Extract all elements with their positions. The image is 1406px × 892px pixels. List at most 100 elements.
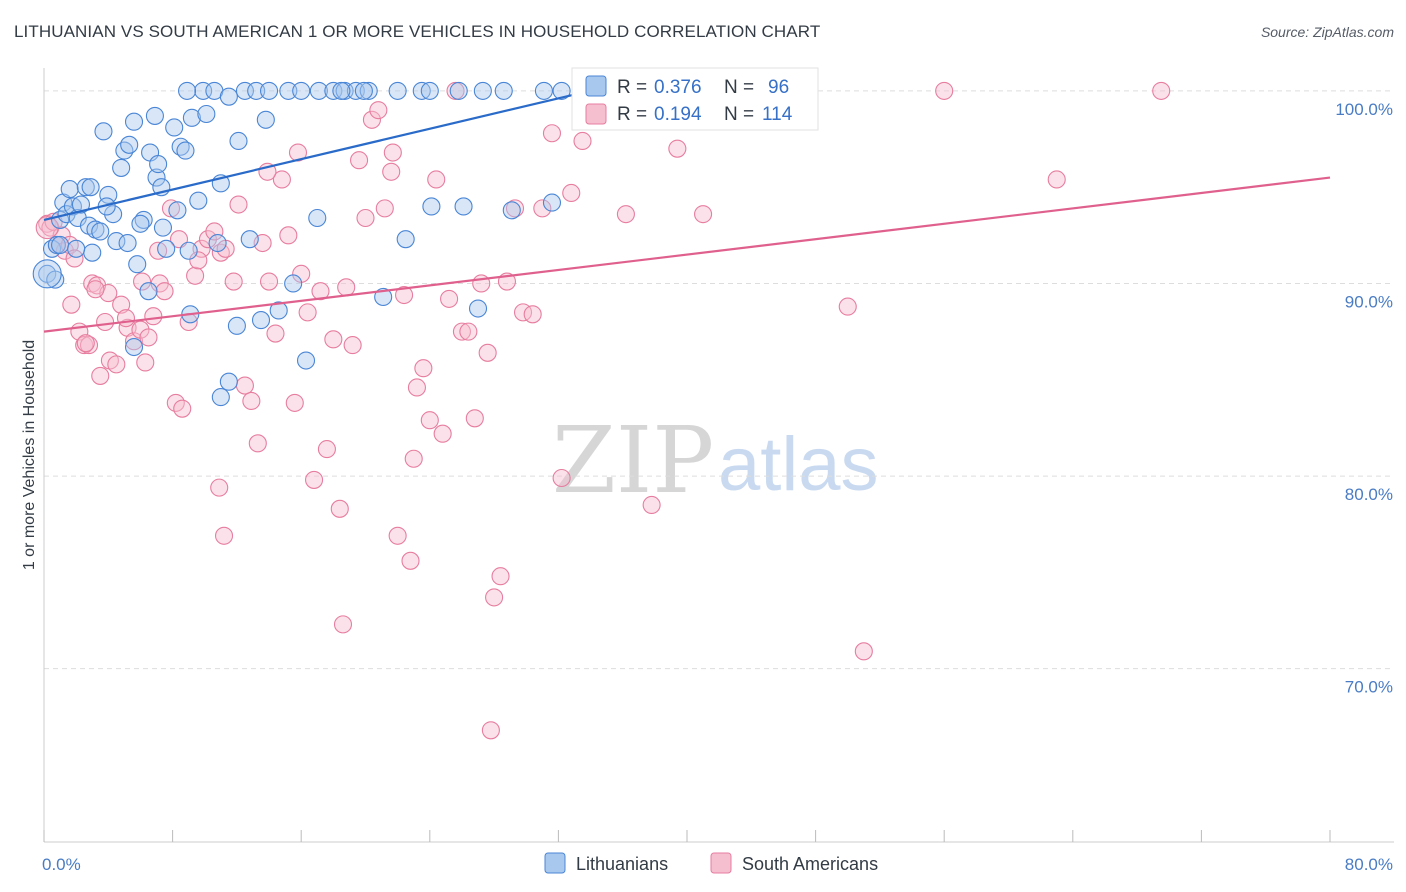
south-americans-point-56	[350, 151, 369, 170]
y-tick-label-0: 100.0%	[1335, 100, 1393, 119]
south-americans-point-113	[62, 295, 81, 314]
lithuanians-point-53	[473, 81, 492, 100]
south-americans-point-110	[133, 272, 152, 291]
lithuanians-point-23	[147, 168, 166, 187]
y-axis-label: 1 or more Vehicles in Household	[21, 340, 38, 570]
south-americans-point-96	[935, 81, 954, 100]
lithuanians-point-52	[449, 81, 468, 100]
south-americans-point-46	[285, 393, 304, 412]
x-tick-labels: 0.0% 80.0%	[42, 855, 1393, 874]
south-americans-point-97	[1047, 170, 1066, 189]
south-americans-point-49	[305, 470, 324, 489]
south-americans-point-83	[533, 199, 552, 218]
chart-title: LITHUANIAN VS SOUTH AMERICAN 1 OR MORE V…	[14, 22, 821, 41]
lithuanians-point-67	[211, 388, 230, 407]
legend-r-value-2: 0.194	[654, 104, 702, 125]
lithuanians-point-14	[99, 185, 118, 204]
legend-n-label-2: N =	[724, 104, 754, 125]
south-americans-point-28	[173, 399, 192, 418]
watermark-atlas: atlas	[718, 422, 879, 507]
lithuanians-point-35	[81, 178, 100, 197]
y-tick-label-3: 70.0%	[1345, 678, 1393, 697]
south-americans-point-105	[214, 526, 234, 545]
south-americans-point-63	[395, 285, 414, 305]
south-americans-point-17	[112, 295, 131, 314]
south-americans-point-57	[356, 208, 375, 228]
lithuanians-point-95	[256, 110, 275, 129]
lithuanians-point-58	[178, 81, 197, 100]
lithuanians-point-71	[168, 201, 187, 220]
lithuanians-point-33	[94, 122, 113, 141]
legend-lithuanians-label: Lithuanians	[576, 854, 668, 874]
south-americans-point-large	[35, 216, 59, 240]
south-americans-point-62	[388, 526, 407, 545]
lithuanians-point-56	[552, 81, 571, 100]
lithuanians-point-44	[309, 81, 328, 100]
stats-legend-box	[571, 67, 819, 131]
x-tick-label-0: 0.0%	[42, 855, 81, 874]
y-tick-label-1: 90.0%	[1345, 292, 1393, 311]
south-americans-point-26	[161, 199, 181, 218]
lithuanians-point-10	[76, 178, 95, 197]
south-americans-point-69	[433, 424, 452, 443]
lithuanians-point-55	[534, 81, 553, 100]
south-americans-point-50	[311, 282, 330, 301]
south-americans-point-72	[452, 322, 472, 341]
axes	[43, 68, 1394, 843]
south-americans-point-90	[642, 495, 661, 515]
south-americans-point-67	[420, 411, 439, 430]
south-americans-point-104	[210, 478, 229, 497]
south-americans-point-10	[79, 336, 99, 355]
south-americans-point-87	[573, 131, 592, 151]
lithuanians-point-59	[240, 230, 259, 249]
lithuanians-point-82	[374, 287, 393, 307]
south-americans-point-60	[375, 199, 394, 218]
south-americans-point-16	[107, 355, 126, 374]
lithuanians-point-36	[157, 239, 176, 258]
stats-legend: R = 0.376 N = 96 R = 0.194 N = 114	[571, 67, 819, 131]
south-americans-point-98	[1152, 81, 1171, 100]
lithuanians-point-42	[279, 81, 298, 100]
south-americans-point-76	[478, 343, 497, 362]
lithuanians-point-74	[396, 230, 415, 249]
lithuanians-point-76	[454, 197, 473, 216]
lithuanians-point-72	[179, 241, 198, 260]
lithuanians-point-61	[284, 274, 303, 293]
lithuanians-point-19	[124, 112, 144, 131]
south-americans-point-59	[369, 101, 388, 120]
south-americans-point-82	[523, 305, 542, 324]
south-americans-point-39	[242, 391, 261, 411]
series-legend: Lithuanians South Americans	[544, 852, 878, 874]
lithuanians-point-25	[165, 118, 184, 137]
lithuanians-point-49	[388, 81, 407, 100]
y-tick-labels: 100.0% 90.0% 80.0% 70.0%	[1335, 100, 1393, 697]
lithuanians-point-30	[197, 104, 216, 124]
south-americans-point-52	[324, 330, 343, 349]
legend-r-label-2: R =	[617, 104, 647, 125]
lithuanians-point-48	[359, 81, 378, 100]
lithuanians-point-86	[128, 255, 147, 274]
south-americans-point-84	[542, 124, 562, 143]
lithuanians-point-20	[118, 233, 137, 253]
south-americans-point-80	[505, 199, 525, 218]
south-americans-point-92	[694, 205, 713, 224]
trend-lines	[43, 82, 1331, 333]
lithuanians-point-9	[71, 195, 91, 214]
south-americans-point-114	[76, 334, 95, 353]
lithuanians-point-75	[422, 197, 441, 216]
lithuanians-point-83	[354, 81, 373, 100]
south-americans-point-66	[414, 359, 433, 378]
south-americans-point-111	[116, 309, 136, 328]
south-americans-point-65	[407, 378, 426, 397]
south-americans-point-40	[248, 434, 267, 453]
south-americans-point-61	[382, 162, 401, 181]
south-americans-point-107	[189, 251, 208, 270]
legend-r-label-1: R =	[617, 77, 647, 98]
lithuanians-point-62	[308, 208, 327, 228]
south-americans-point-38	[235, 376, 254, 395]
lithuanians-point-88	[51, 235, 70, 255]
south-americans-point-45	[279, 226, 298, 245]
south-americans-point-85	[552, 468, 571, 488]
south-americans-point-64	[401, 551, 420, 570]
